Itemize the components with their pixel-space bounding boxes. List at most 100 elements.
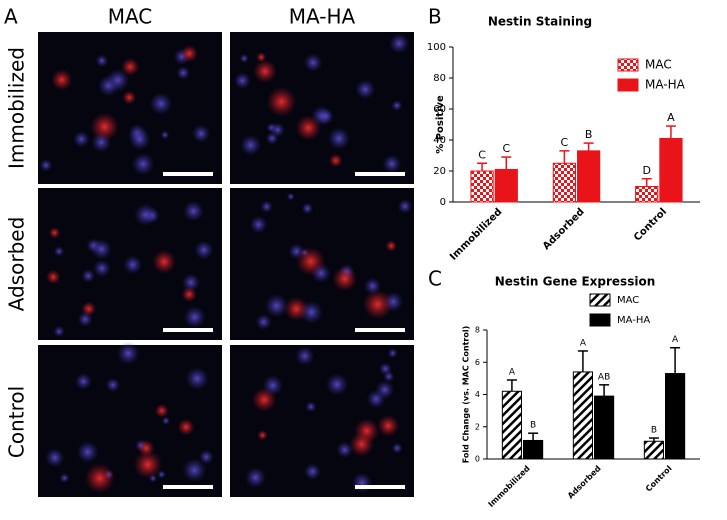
cell-body bbox=[152, 249, 177, 274]
row-label: Immobilized bbox=[5, 47, 29, 169]
nucleus bbox=[305, 401, 317, 413]
legend-label: MAC bbox=[617, 295, 639, 306]
significance-letter: B bbox=[651, 426, 657, 436]
cell-body bbox=[122, 90, 137, 105]
nucleus bbox=[185, 366, 209, 391]
cell-body bbox=[51, 69, 73, 91]
cell-body bbox=[48, 227, 61, 239]
legend-swatch bbox=[617, 58, 639, 72]
column-label: MA-HA bbox=[289, 5, 356, 29]
nucleus bbox=[295, 346, 315, 366]
y-tick-label: 20 bbox=[433, 166, 446, 177]
nucleus bbox=[176, 65, 191, 80]
x-tick-label: Adsorbed bbox=[541, 206, 587, 252]
significance-letter: B bbox=[585, 128, 593, 141]
bar bbox=[643, 440, 665, 460]
panel-label: A bbox=[4, 5, 18, 29]
nucleus bbox=[397, 198, 413, 214]
nucleus bbox=[91, 238, 112, 260]
significance-letter: AB bbox=[598, 372, 610, 382]
y-tick-label: 2 bbox=[475, 422, 480, 431]
nucleus bbox=[105, 377, 121, 393]
cell-body bbox=[121, 57, 140, 76]
cell-body bbox=[90, 112, 119, 141]
nucleus bbox=[131, 152, 155, 176]
nucleus bbox=[391, 100, 403, 112]
nucleus bbox=[181, 273, 201, 292]
nucleus bbox=[191, 124, 211, 143]
bar bbox=[659, 137, 683, 203]
legend-label: MAC bbox=[645, 58, 672, 72]
significance-letter: A bbox=[509, 367, 516, 377]
legend-swatch bbox=[617, 78, 639, 92]
nucleus bbox=[73, 130, 90, 148]
y-axis-label: % Positive bbox=[435, 95, 446, 154]
nucleus bbox=[53, 246, 65, 257]
cell-body bbox=[181, 286, 197, 303]
nucleus bbox=[92, 259, 111, 278]
column-label: MAC bbox=[108, 5, 153, 29]
legend-label: MA-HA bbox=[617, 315, 650, 326]
y-tick-label: 8 bbox=[475, 326, 480, 335]
y-tick-label: 100 bbox=[427, 42, 446, 53]
x-tick-label: Immobilized bbox=[486, 464, 531, 509]
cell-body bbox=[154, 403, 169, 418]
nucleus bbox=[149, 92, 173, 116]
bar bbox=[577, 150, 601, 203]
bar bbox=[470, 170, 494, 203]
significance-letter: B bbox=[530, 421, 536, 431]
significance-letter: A bbox=[580, 338, 587, 348]
nucleus bbox=[194, 240, 214, 260]
nucleus bbox=[286, 192, 295, 201]
nucleus bbox=[81, 269, 95, 283]
cell-body bbox=[332, 266, 358, 292]
y-tick-label: 4 bbox=[475, 390, 480, 399]
nucleus bbox=[128, 128, 151, 151]
nucleus bbox=[260, 200, 273, 213]
nucleus bbox=[183, 306, 206, 329]
nucleus bbox=[245, 467, 266, 488]
y-tick-label: 0 bbox=[475, 455, 480, 464]
significance-letter: D bbox=[642, 164, 650, 177]
nucleus bbox=[53, 325, 65, 338]
y-tick-label: 0 bbox=[440, 197, 446, 208]
nucleus bbox=[303, 463, 321, 481]
nucleus bbox=[160, 130, 170, 140]
nucleus bbox=[39, 158, 53, 172]
y-axis-label: Fold Change (vs. MAC Control) bbox=[462, 326, 471, 463]
nucleus bbox=[134, 203, 157, 227]
cell-body bbox=[257, 430, 268, 441]
bar bbox=[552, 162, 577, 203]
chart-title: Nestin Staining bbox=[488, 15, 592, 29]
nucleus bbox=[255, 313, 272, 330]
nucleus bbox=[303, 53, 323, 72]
nucleus bbox=[325, 373, 349, 396]
y-tick-label: 60 bbox=[433, 104, 446, 115]
significance-letter: A bbox=[672, 335, 679, 345]
nucleus bbox=[388, 33, 410, 54]
nucleus bbox=[95, 54, 109, 68]
nucleus bbox=[249, 215, 268, 234]
nucleus bbox=[391, 442, 403, 454]
bar bbox=[594, 395, 615, 460]
cell-body bbox=[284, 296, 309, 322]
cell-body bbox=[328, 153, 343, 168]
cell-body bbox=[45, 269, 61, 285]
nucleus bbox=[264, 294, 289, 318]
cell-body bbox=[252, 387, 277, 412]
significance-letter: C bbox=[478, 148, 486, 161]
legend-swatch bbox=[589, 293, 611, 307]
nucleus bbox=[270, 122, 286, 138]
nucleus bbox=[234, 72, 251, 89]
y-tick-label: 80 bbox=[433, 73, 446, 84]
nucleus bbox=[301, 202, 314, 215]
x-tick-label: Control bbox=[644, 464, 674, 494]
nucleus bbox=[240, 134, 262, 156]
row-label: Adsorbed bbox=[5, 217, 29, 312]
nucleus bbox=[182, 200, 204, 222]
bar bbox=[635, 186, 659, 203]
cell-body bbox=[180, 44, 199, 63]
nucleus bbox=[198, 449, 214, 465]
nucleus bbox=[382, 154, 402, 174]
cell-body bbox=[84, 463, 115, 494]
